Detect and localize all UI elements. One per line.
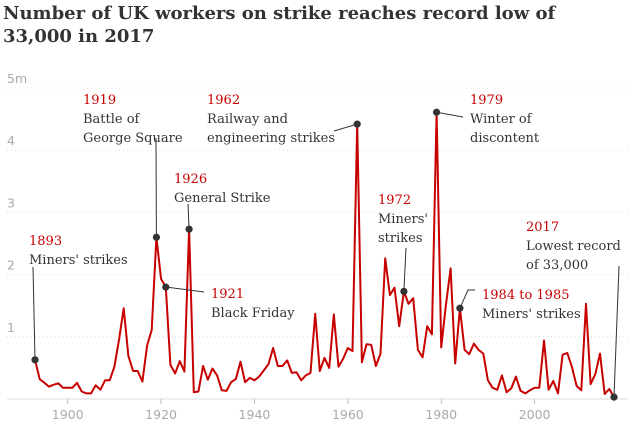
annotation-leader [165, 286, 205, 293]
annotation-leader [613, 265, 620, 398]
annotation-leader [436, 111, 464, 118]
annotation-text: strikes [378, 231, 423, 246]
annotation: 1984 to 1985 Miners' strikes [456, 288, 581, 322]
x-axis-ticks: 1900 1920 1940 1960 1980 2000 [52, 399, 551, 422]
annotation-marker [456, 304, 464, 312]
gridlines [7, 87, 628, 400]
annotation-text: Miners' strikes [29, 253, 128, 268]
annotation-text: Miners' strikes [482, 307, 581, 322]
annotation-marker [400, 287, 408, 295]
annotation-text: Battle of [83, 112, 141, 127]
y-axis-ticks: 1 2 3 4 5m [7, 71, 27, 335]
annotation-marker [31, 356, 39, 364]
annotation-text: of 33,000 [526, 258, 588, 273]
y-tick-label: 4 [7, 133, 15, 148]
annotation-text: Lowest record [526, 239, 621, 254]
annotation-marker [152, 233, 161, 241]
annotation-year: 1926 [174, 172, 207, 187]
annotation-marker [162, 283, 170, 291]
annotation: 1979 Winter of discontent [432, 93, 540, 146]
annotation-marker [432, 108, 441, 116]
annotation-year: 1984 to 1985 [482, 288, 569, 303]
annotation: 1926 General Strike [174, 172, 271, 233]
annotation-text: discontent [470, 131, 540, 146]
y-tick-label: 5m [7, 71, 27, 86]
x-tick-label: 1940 [239, 407, 271, 422]
x-tick-label: 1900 [52, 407, 84, 422]
chart-title: Number of UK workers on strike reaches r… [3, 3, 556, 47]
y-tick-label: 2 [7, 258, 15, 273]
annotation-text: Miners' [378, 212, 428, 227]
annotation: 1919 Battle of George Square [83, 93, 183, 241]
annotations: 1893 Miners' strikes 1919 Battle of George S… [29, 93, 621, 401]
annotation-year: 1972 [378, 193, 411, 208]
annotation: 2017 Lowest record of 33,000 [526, 220, 621, 401]
x-tick-label: 2000 [519, 407, 551, 422]
annotation-leader [32, 266, 36, 360]
annotation-marker [353, 120, 361, 128]
annotation-year: 1921 [211, 287, 244, 302]
y-tick-label: 1 [7, 320, 15, 335]
annotation: 1921 Black Friday [162, 283, 295, 321]
y-tick-label: 3 [7, 195, 15, 210]
annotation-text: engineering strikes [207, 131, 335, 146]
annotation-leader [187, 203, 190, 230]
annotation-leader [403, 247, 407, 292]
annotation: 1893 Miners' strikes [29, 234, 128, 364]
x-tick-label: 1960 [332, 407, 364, 422]
annotation-year: 1919 [83, 93, 116, 108]
annotation: 1972 Miners' strikes [378, 193, 428, 295]
annotation-leader [333, 123, 358, 132]
annotation-text: General Strike [174, 191, 271, 206]
annotation: 1962 Railway and engineering strikes [207, 93, 361, 146]
annotation-year: 1893 [29, 234, 62, 249]
annotation-year: 1962 [207, 93, 240, 108]
annotation-text: Winter of [470, 112, 533, 127]
series-line [34, 111, 615, 398]
annotation-text: Railway and [207, 112, 288, 127]
annotation-marker [610, 393, 618, 401]
x-tick-label: 1980 [425, 407, 457, 422]
annotation-marker [185, 225, 193, 233]
annotation-text: George Square [83, 131, 183, 146]
annotation-year: 1979 [470, 93, 503, 108]
annotation-text: Black Friday [211, 306, 295, 321]
x-tick-label: 1920 [145, 407, 177, 422]
annotation-year: 2017 [526, 220, 559, 235]
annotation-leader [459, 289, 475, 309]
